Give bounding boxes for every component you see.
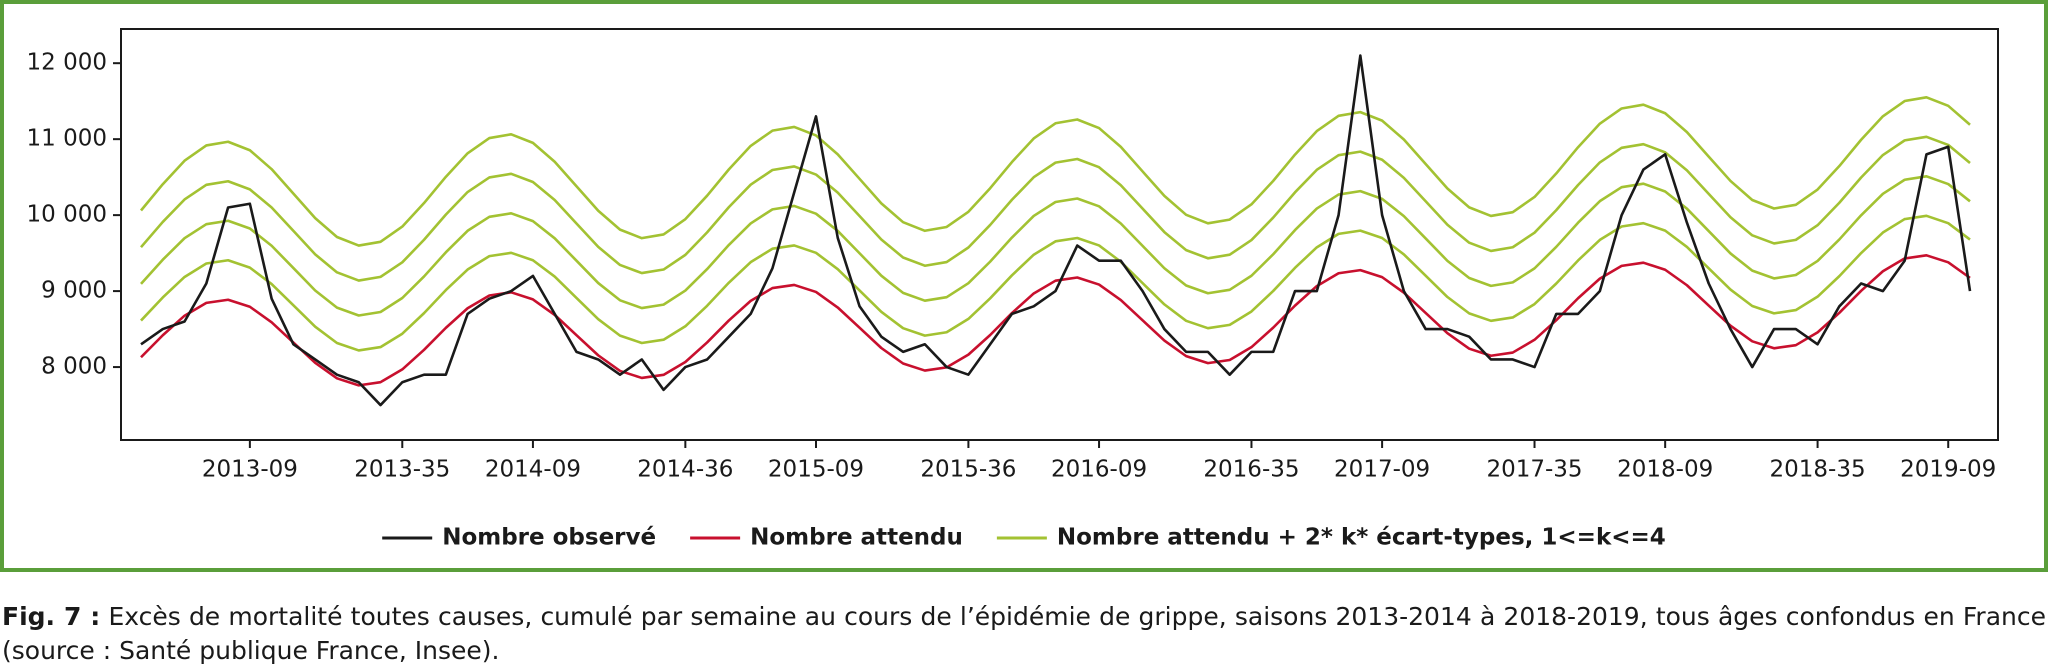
series-line bbox=[140, 54, 1972, 407]
x-tick-label: 2019-09 bbox=[1900, 457, 1996, 483]
y-tick-label: 12 000 bbox=[27, 50, 107, 76]
x-tick-label: 2015-09 bbox=[768, 457, 864, 483]
x-tick-label: 2013-35 bbox=[354, 457, 450, 483]
series-line bbox=[140, 175, 1971, 317]
x-tick-label: 2014-09 bbox=[485, 457, 581, 483]
caption-label: Fig. 7 : bbox=[2, 602, 101, 631]
legend-label: Nombre attendu bbox=[750, 525, 963, 551]
y-tick-label: 8 000 bbox=[41, 354, 107, 380]
series-line bbox=[139, 96, 1971, 247]
legend: Nombre observé Nombre attendu Nombre atten… bbox=[382, 525, 1666, 551]
x-tick-label: 2016-35 bbox=[1203, 457, 1299, 483]
x-tick-label: 2015-36 bbox=[920, 457, 1016, 483]
y-tick-label: 9 000 bbox=[41, 278, 107, 304]
series-line bbox=[140, 214, 1971, 352]
y-tick-label: 10 000 bbox=[27, 202, 107, 228]
x-tick-label: 2013-09 bbox=[202, 457, 298, 483]
series-line bbox=[140, 254, 1971, 387]
x-tick-label: 2014-36 bbox=[637, 457, 733, 483]
x-tick-label: 2016-09 bbox=[1051, 457, 1147, 483]
x-tick-label: 2017-09 bbox=[1334, 457, 1430, 483]
x-tick-label: 2017-35 bbox=[1486, 457, 1582, 483]
frame bbox=[0, 0, 2048, 572]
y-tick-label: 11 000 bbox=[27, 126, 107, 152]
plot-area bbox=[120, 28, 1999, 441]
legend-label: Nombre observé bbox=[442, 525, 656, 551]
series-line bbox=[140, 135, 1971, 282]
x-tick-label: 2018-35 bbox=[1770, 457, 1866, 483]
legend-label: Nombre attendu + 2* k* écart-types, 1<=k… bbox=[1057, 525, 1666, 551]
x-tick-label: 2018-09 bbox=[1617, 457, 1713, 483]
caption: Fig. 7 : Excès de mortalité toutes cause… bbox=[2, 600, 2046, 668]
caption-text: Excès de mortalité toutes causes, cumulé… bbox=[2, 602, 2046, 665]
chart: 8 000 9 000 10 000 11 000 12 000 2013-09 2013-… bbox=[0, 0, 2048, 572]
